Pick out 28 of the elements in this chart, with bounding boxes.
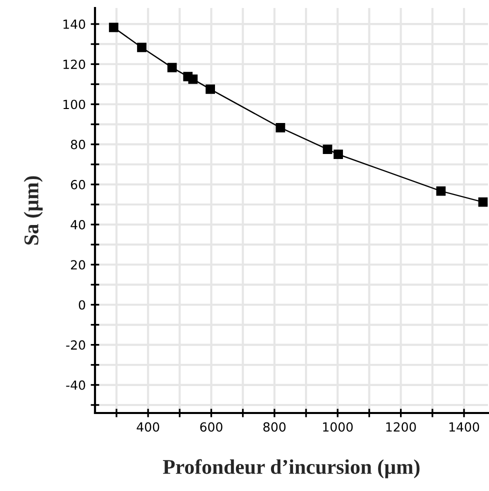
point	[206, 84, 215, 94]
y-tick-label: 80	[70, 140, 86, 150]
y-tick-label: 140	[63, 20, 86, 29]
x-tick-label: 1000	[323, 422, 353, 432]
point	[188, 74, 198, 84]
point	[108, 22, 118, 32]
x-tick-label: 600	[200, 422, 222, 432]
x-tick-label: 1200	[386, 422, 416, 432]
y-tick-label: 60	[70, 180, 86, 190]
x-tick-label: 1400	[449, 422, 480, 432]
point	[436, 186, 446, 196]
x-tick-label: 400	[136, 422, 160, 432]
point	[334, 150, 343, 160]
point	[167, 62, 177, 72]
y-tick-label: 120	[63, 60, 86, 70]
point	[276, 123, 286, 132]
x-tick-label: 800	[263, 422, 286, 432]
y-tick-label: -40	[66, 380, 86, 390]
point	[322, 144, 332, 154]
point	[137, 42, 146, 52]
y-tick-label: 0	[78, 300, 86, 310]
y-tick-label: 40	[70, 220, 86, 230]
y-tick-label: 100	[63, 100, 86, 110]
point	[478, 197, 488, 207]
y-tick-label: -20	[66, 340, 86, 350]
y-axis-title: Sa (µm)	[24, 176, 43, 245]
y-tick-label: 20	[70, 260, 86, 270]
x-axis-title: Profondeur d’incursion (µm)	[162, 459, 420, 478]
